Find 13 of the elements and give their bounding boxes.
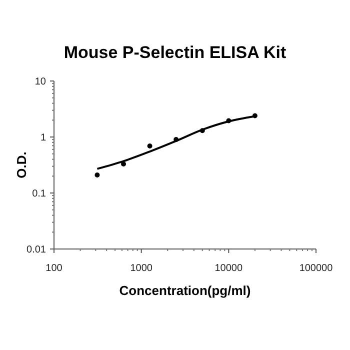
y-tick-label: 10 (34, 76, 46, 88)
y-tick-label: 0.01 (26, 244, 46, 256)
x-tick-label: 1000 (130, 263, 153, 274)
chart-title: Mouse P-Selectin ELISA Kit (64, 43, 286, 62)
y-tick-label: 1 (40, 132, 46, 144)
x-axis-title: Concentration(pg/ml) (119, 283, 251, 298)
y-tick-label: 0.1 (32, 188, 46, 200)
point (94, 172, 100, 178)
x-tick-label: 10000 (214, 263, 244, 274)
y-axis-title: O.D. (14, 152, 29, 178)
x-tick-label: 100000 (299, 263, 334, 274)
point (147, 144, 152, 149)
x-tick-label: 100 (46, 263, 63, 274)
